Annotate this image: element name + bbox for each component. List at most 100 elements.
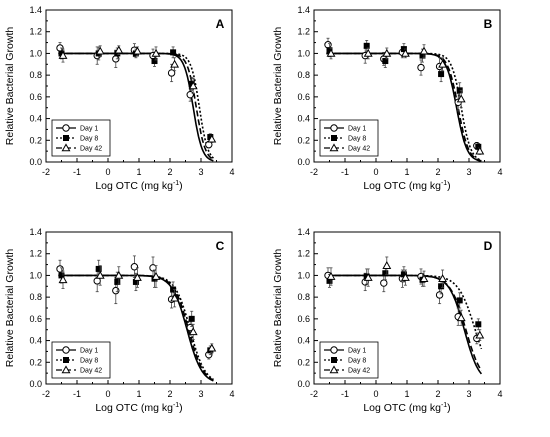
data-point <box>170 59 180 68</box>
data-point <box>363 48 373 57</box>
y-tick-label: 0.8 <box>29 70 42 80</box>
data-point <box>475 321 482 328</box>
y-tick-label: 1.2 <box>29 27 42 37</box>
x-axis-label-main: Log OTC (mg kg <box>363 180 441 192</box>
y-tick-label: 0.8 <box>297 70 310 80</box>
legend-marker <box>331 357 337 363</box>
data-point <box>58 272 65 279</box>
y-tick-label: 1.2 <box>297 249 310 259</box>
legend-label: Day 42 <box>80 368 102 375</box>
x-tick-label: -2 <box>42 389 50 399</box>
x-tick-label: 1 <box>136 167 141 177</box>
y-tick-label: 0.2 <box>297 135 310 145</box>
x-axis-label-main: Log OTC (mg kg <box>95 402 173 414</box>
legend-marker <box>63 357 69 363</box>
x-tick-label: -2 <box>310 389 318 399</box>
data-point <box>438 59 448 68</box>
chart-panel-d: -2 -1 0 1 2 3 4 0.0 0.2 0.4 0.6 0.8 1.0 1.2 1.4 Relativ… <box>272 227 503 414</box>
y-axis-label: Relative Bacterial Growth <box>272 27 284 146</box>
x-tick-label: 3 <box>466 389 471 399</box>
data-point <box>114 270 124 279</box>
x-tick-label: -1 <box>341 167 349 177</box>
y-tick-label: 1.2 <box>297 27 310 37</box>
x-tick-label: -2 <box>42 167 50 177</box>
data-point <box>170 49 177 56</box>
x-axis-label-superscript: -1 <box>173 402 179 409</box>
x-axis-label-close: ) <box>447 180 451 192</box>
y-tick-label: 1.0 <box>297 270 310 280</box>
legend-marker <box>63 135 69 141</box>
data-point <box>188 81 198 90</box>
x-tick-label: 1 <box>404 167 409 177</box>
y-tick-label: 1.0 <box>29 48 42 58</box>
data-point <box>132 46 142 55</box>
legend: Day 1 Day 8 Day 42 <box>51 341 111 379</box>
data-point <box>456 94 466 103</box>
legend-marker <box>62 124 70 132</box>
data-point <box>382 58 389 65</box>
data-point <box>112 286 120 295</box>
data-point <box>417 63 425 72</box>
data-point <box>151 271 161 280</box>
x-tick-label: 0 <box>373 167 378 177</box>
panel-label: C <box>216 239 225 253</box>
data-point <box>456 313 466 322</box>
y-tick-label: 0.4 <box>29 114 42 124</box>
legend: Day 1 Day 8 Day 42 <box>51 119 111 157</box>
y-tick-label: 1.0 <box>297 48 310 58</box>
x-tick-label: -1 <box>73 389 81 399</box>
legend-label: Day 1 <box>348 126 366 133</box>
data-point <box>475 143 482 150</box>
x-axis-label: Log OTC (mg kg-1) <box>95 180 182 192</box>
data-point <box>188 80 195 87</box>
data-point <box>363 272 373 281</box>
x-axis-label-close: ) <box>447 402 451 414</box>
y-tick-label: 0.8 <box>297 292 310 302</box>
y-axis-label: Relative Bacterial Growth <box>4 249 16 368</box>
x-tick-label: 3 <box>198 167 203 177</box>
panel-label: D <box>484 239 493 253</box>
x-tick-label: 1 <box>404 389 409 399</box>
x-axis-label-close: ) <box>179 402 183 414</box>
data-point <box>95 46 105 55</box>
x-tick-label: -2 <box>310 167 318 177</box>
series-day-42 <box>326 256 485 341</box>
legend-label: Day 1 <box>80 126 98 133</box>
data-point <box>132 272 142 281</box>
legend-label: Day 8 <box>348 358 366 365</box>
legend-marker <box>61 143 71 152</box>
data-point <box>419 274 429 282</box>
legend-label: Day 1 <box>348 348 366 355</box>
x-axis-label-main: Log OTC (mg kg <box>363 402 441 414</box>
x-tick-label: -1 <box>73 167 81 177</box>
legend-marker <box>329 365 339 374</box>
x-tick-label: 3 <box>198 389 203 399</box>
x-tick-label: 2 <box>167 167 172 177</box>
x-tick-label: -1 <box>341 389 349 399</box>
data-point <box>170 293 180 302</box>
data-point <box>324 41 332 49</box>
y-axis-label: Relative Bacterial Growth <box>4 27 16 146</box>
x-tick-label: 0 <box>105 167 110 177</box>
data-point <box>130 263 139 271</box>
x-axis-label-superscript: -1 <box>441 180 447 187</box>
x-axis-label-close: ) <box>179 180 183 192</box>
data-point <box>95 270 105 279</box>
y-tick-label: 0.2 <box>297 357 310 367</box>
data-point <box>167 69 176 77</box>
x-tick-label: 3 <box>466 167 471 177</box>
y-tick-label: 0.6 <box>297 314 310 324</box>
x-tick-label: 0 <box>373 389 378 399</box>
data-point <box>419 52 426 59</box>
x-tick-label: 4 <box>497 167 502 177</box>
legend-marker <box>330 124 338 132</box>
legend-label: Day 42 <box>348 368 370 375</box>
data-point <box>382 270 389 277</box>
y-tick-label: 1.4 <box>297 227 310 237</box>
legend-label: Day 8 <box>348 136 366 143</box>
data-point <box>326 271 336 280</box>
legend: Day 1 Day 8 Day 42 <box>319 119 379 157</box>
data-point <box>114 278 121 285</box>
legend-label: Day 1 <box>80 348 98 355</box>
x-tick-label: 2 <box>435 167 440 177</box>
